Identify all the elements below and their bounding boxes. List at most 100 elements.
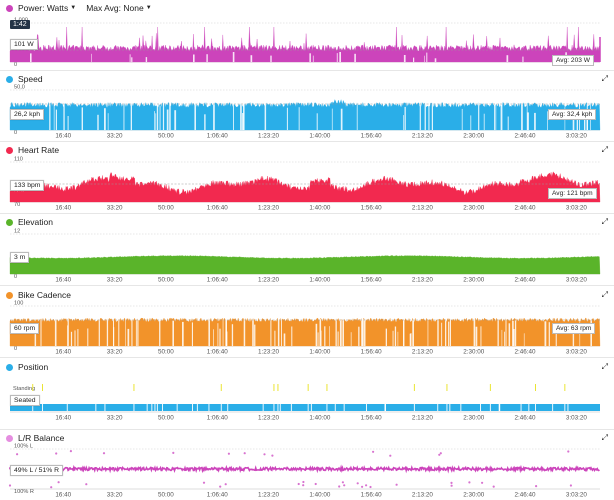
speed-dip	[156, 100, 159, 130]
cadence-dip	[281, 318, 282, 346]
x-tick-label: 33:20	[107, 349, 123, 356]
cadence-dip	[159, 318, 161, 346]
x-tick-label: 16:40	[55, 133, 71, 140]
standing-gap	[208, 404, 210, 411]
standing-mark	[564, 384, 566, 391]
speed-dip	[63, 99, 65, 130]
standing-mark	[277, 384, 279, 391]
metric-dropdown-label: Power: Watts	[18, 3, 69, 13]
standing-gap	[162, 404, 163, 411]
lr-balance-point	[338, 485, 341, 488]
cadence-dip	[501, 329, 503, 346]
heart-rate-area	[9, 171, 601, 203]
power-chart[interactable]: 1,0000	[0, 15, 614, 68]
cadence-chart[interactable]: 100 0 16:40 33:20 50:00 1:06:40 1:23:20 1:40:00…	[0, 301, 614, 356]
lr-balance-point	[450, 481, 453, 484]
x-tick-label: 1:23:20	[258, 415, 280, 422]
standing-gap	[32, 404, 34, 411]
max-avg-dropdown[interactable]: Max Avg: None ▼	[86, 3, 151, 13]
expand-icon[interactable]: ⤢	[601, 362, 608, 371]
expand-icon[interactable]: ⤢	[601, 74, 608, 83]
x-tick-label: 2:46:40	[515, 133, 537, 140]
lr-balance-point	[341, 481, 344, 484]
speed-dip	[356, 98, 358, 130]
position-chart[interactable]: Standing 16:40 33:20 50:00 1:06:40 1:23:20 1:4…	[0, 374, 614, 426]
cadence-dip	[67, 317, 69, 346]
position-header: Position ⤢	[0, 360, 614, 374]
x-tick-label: 2:30:00	[463, 277, 485, 284]
standing-gap	[535, 404, 536, 411]
cadence-dip	[135, 313, 137, 346]
x-tick-label: 16:40	[55, 349, 71, 356]
power-gap	[232, 52, 235, 62]
lr-balance-point	[227, 452, 230, 455]
cadence-dip	[77, 329, 79, 346]
speed-dip	[534, 112, 536, 130]
speed-dip	[316, 113, 318, 130]
lr-balance-line	[9, 464, 600, 474]
standing-gap	[192, 404, 193, 411]
cadence-dip	[508, 323, 511, 346]
cadence-dip	[34, 324, 37, 346]
heart-rate-readout: 133 bpm	[10, 180, 45, 191]
expand-icon[interactable]: ⤢	[601, 145, 608, 154]
speed-dip	[576, 117, 578, 130]
power-gap	[309, 53, 311, 62]
speed-chart[interactable]: 50,0 0 16:40 33:20 50:00 1:06:40 1:23:20 1:40:0…	[0, 85, 614, 140]
standing-gap	[133, 404, 135, 411]
cadence-dip	[225, 313, 227, 346]
cadence-dip	[274, 330, 276, 346]
y-axis-top-label: 100	[14, 301, 23, 307]
cadence-dip	[191, 322, 193, 346]
standing-mark	[326, 384, 328, 391]
lr-balance-point	[492, 485, 495, 488]
speed-dip	[104, 108, 106, 130]
power-gap	[434, 58, 437, 62]
cadence-dip	[505, 312, 507, 346]
standing-mark	[42, 384, 43, 391]
cadence-dot-icon	[6, 291, 13, 299]
expand-icon[interactable]: ⤢	[601, 290, 608, 299]
lr-balance-dot-icon	[6, 434, 13, 442]
speed-dip	[174, 110, 177, 130]
x-tick-label: 1:40:00	[309, 277, 331, 284]
cadence-dip	[118, 308, 120, 346]
cadence-dip	[219, 328, 221, 346]
power-readout: 101 W	[10, 39, 38, 50]
y-axis-top-label: 12	[14, 229, 20, 235]
power-gap	[312, 55, 314, 62]
cadence-dip	[403, 314, 405, 346]
power-gap	[270, 55, 272, 62]
x-tick-label: 2:13:20	[412, 349, 434, 356]
x-tick-label: 50:00	[158, 492, 174, 499]
cadence-dip	[473, 313, 476, 346]
standing-gap	[413, 404, 415, 411]
heart-rate-chart[interactable]: 110 70 16:40 33:20 50:00 1:06:40 1:23:20 1:40:0…	[0, 157, 614, 212]
x-tick-label: 1:23:20	[258, 277, 280, 284]
cadence-dip	[480, 326, 482, 346]
elevation-chart[interactable]: 12 0 16:40 33:20 50:00 1:06:40 1:23:20 1:40:00 1…	[0, 229, 614, 284]
elevation-dot-icon	[6, 218, 13, 226]
x-tick-label: 1:40:00	[309, 349, 331, 356]
standing-gap	[66, 404, 68, 411]
standing-gap	[498, 404, 500, 411]
cadence-dip	[513, 329, 515, 346]
standing-gap	[499, 404, 501, 411]
standing-gap	[42, 404, 43, 411]
expand-icon[interactable]: ⤢	[601, 217, 608, 226]
speed-dip	[424, 94, 426, 130]
heart-rate-average: Avg: 121 bpm	[548, 188, 597, 199]
lr-balance-point	[57, 481, 60, 484]
power-average: Avg: 203 W	[552, 55, 594, 66]
speed-dip	[483, 113, 485, 130]
expand-icon[interactable]: ⤢	[601, 433, 608, 442]
speed-dip	[527, 112, 529, 130]
speed-dip	[331, 108, 333, 130]
speed-dip	[213, 103, 215, 130]
cadence-dip	[385, 328, 387, 346]
lr-balance-title: L/R Balance	[18, 433, 65, 443]
metric-dropdown[interactable]: Power: Watts ▼	[18, 3, 76, 13]
y-axis-top-label: 110	[14, 157, 23, 163]
power-gap	[354, 53, 356, 62]
lr-balance-chart[interactable]: 100% L 100% R 16:40 33:20 50:00 1:06:40 1:23:2…	[0, 444, 614, 499]
